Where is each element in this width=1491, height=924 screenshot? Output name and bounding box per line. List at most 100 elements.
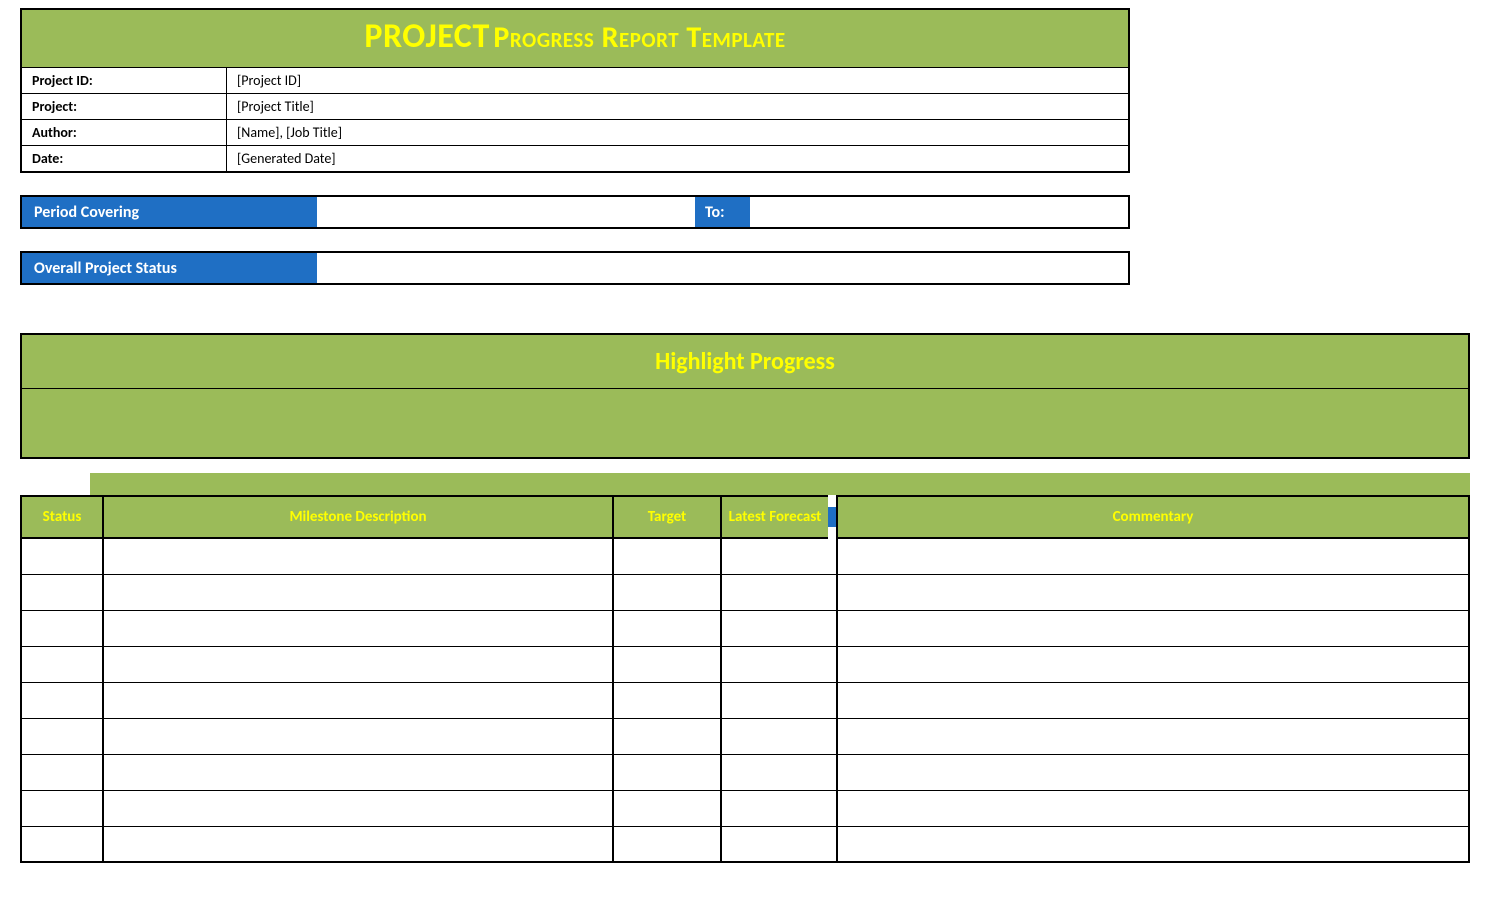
project-id-label: Project ID: xyxy=(22,68,227,93)
overall-status-label: Overall Project Status xyxy=(22,253,317,283)
overall-status-value[interactable] xyxy=(317,253,1128,283)
cell-status[interactable] xyxy=(20,575,102,611)
cell-status[interactable] xyxy=(20,719,102,755)
cell-comment[interactable] xyxy=(836,575,1470,611)
cell-desc[interactable] xyxy=(102,539,612,575)
cell-status[interactable] xyxy=(20,611,102,647)
cell-target[interactable] xyxy=(612,575,720,611)
table-row xyxy=(20,791,1470,827)
col-header-forecast: Latest Forecast xyxy=(720,495,828,539)
cell-forecast[interactable] xyxy=(720,719,828,755)
report-title: PROJECT Progress Report Template xyxy=(22,10,1128,67)
cell-forecast[interactable] xyxy=(720,683,828,719)
date-label: Date: xyxy=(22,146,227,171)
cell-comment[interactable] xyxy=(836,827,1470,863)
highlight-progress-block: Highlight Progress xyxy=(20,333,1470,459)
period-to-label: To: xyxy=(695,197,750,227)
project-label: Project: xyxy=(22,94,227,119)
cell-target[interactable] xyxy=(612,755,720,791)
cell-forecast[interactable] xyxy=(720,647,828,683)
title-rest: Progress Report Template xyxy=(493,19,785,56)
cell-gap xyxy=(828,791,836,827)
cell-gap xyxy=(828,755,836,791)
cell-forecast[interactable] xyxy=(720,539,828,575)
period-covering-row: Period Covering To: xyxy=(20,195,1130,229)
col-header-status: Status xyxy=(20,495,102,539)
cell-forecast[interactable] xyxy=(720,755,828,791)
cell-target[interactable] xyxy=(612,683,720,719)
cell-comment[interactable] xyxy=(836,791,1470,827)
cell-status[interactable] xyxy=(20,827,102,863)
cell-comment[interactable] xyxy=(836,683,1470,719)
cell-forecast[interactable] xyxy=(720,827,828,863)
cell-forecast[interactable] xyxy=(720,611,828,647)
cell-gap xyxy=(828,575,836,611)
col-header-commentary: Commentary xyxy=(836,495,1470,539)
cell-desc[interactable] xyxy=(102,683,612,719)
table-row xyxy=(20,539,1470,575)
header-gap xyxy=(828,495,836,539)
project-value[interactable]: [Project Title] xyxy=(227,94,1128,119)
green-strip xyxy=(90,473,1470,495)
period-from-value[interactable] xyxy=(317,197,695,227)
cell-gap xyxy=(828,719,836,755)
cell-target[interactable] xyxy=(612,647,720,683)
cell-comment[interactable] xyxy=(836,755,1470,791)
table-row xyxy=(20,719,1470,755)
cell-comment[interactable] xyxy=(836,647,1470,683)
cell-comment[interactable] xyxy=(836,539,1470,575)
meta-row-date: Date: [Generated Date] xyxy=(22,145,1128,171)
cell-desc[interactable] xyxy=(102,575,612,611)
cell-target[interactable] xyxy=(612,827,720,863)
table-row xyxy=(20,827,1470,863)
title-word1: PROJECT xyxy=(364,16,489,57)
cell-status[interactable] xyxy=(20,539,102,575)
table-row xyxy=(20,575,1470,611)
cell-comment[interactable] xyxy=(836,611,1470,647)
highlight-progress-title: Highlight Progress xyxy=(22,335,1468,389)
highlight-progress-body[interactable] xyxy=(22,389,1468,457)
milestone-body xyxy=(20,539,1470,863)
meta-row-project-id: Project ID: [Project ID] xyxy=(22,67,1128,93)
table-row xyxy=(20,755,1470,791)
overall-status-row: Overall Project Status xyxy=(20,251,1130,285)
cell-status[interactable] xyxy=(20,791,102,827)
date-value[interactable]: [Generated Date] xyxy=(227,146,1128,171)
cell-target[interactable] xyxy=(612,539,720,575)
cell-status[interactable] xyxy=(20,755,102,791)
table-row xyxy=(20,683,1470,719)
cell-desc[interactable] xyxy=(102,791,612,827)
cell-gap xyxy=(828,611,836,647)
milestone-header-row: Status Milestone Description Target Late… xyxy=(20,495,1470,539)
cell-gap xyxy=(828,539,836,575)
cell-desc[interactable] xyxy=(102,755,612,791)
cell-comment[interactable] xyxy=(836,719,1470,755)
cell-gap xyxy=(828,683,836,719)
cell-forecast[interactable] xyxy=(720,575,828,611)
table-row xyxy=(20,647,1470,683)
cell-desc[interactable] xyxy=(102,719,612,755)
cell-forecast[interactable] xyxy=(720,791,828,827)
cell-status[interactable] xyxy=(20,683,102,719)
period-to-value[interactable] xyxy=(750,197,1128,227)
milestone-header-container: Status Milestone Description Target Late… xyxy=(20,495,1470,539)
cell-target[interactable] xyxy=(612,719,720,755)
meta-row-author: Author: [Name], [Job Title] xyxy=(22,119,1128,145)
meta-row-project: Project: [Project Title] xyxy=(22,93,1128,119)
cell-target[interactable] xyxy=(612,611,720,647)
period-covering-label: Period Covering xyxy=(22,197,317,227)
milestone-table: Status Milestone Description Target Late… xyxy=(20,495,1470,863)
cell-gap xyxy=(828,647,836,683)
project-id-value[interactable]: [Project ID] xyxy=(227,68,1128,93)
cell-target[interactable] xyxy=(612,791,720,827)
col-header-target: Target xyxy=(612,495,720,539)
cell-gap xyxy=(828,827,836,863)
cell-desc[interactable] xyxy=(102,611,612,647)
cell-desc[interactable] xyxy=(102,827,612,863)
header-block: PROJECT Progress Report Template Project… xyxy=(20,8,1130,173)
author-value[interactable]: [Name], [Job Title] xyxy=(227,120,1128,145)
author-label: Author: xyxy=(22,120,227,145)
cell-desc[interactable] xyxy=(102,647,612,683)
cell-status[interactable] xyxy=(20,647,102,683)
table-row xyxy=(20,611,1470,647)
